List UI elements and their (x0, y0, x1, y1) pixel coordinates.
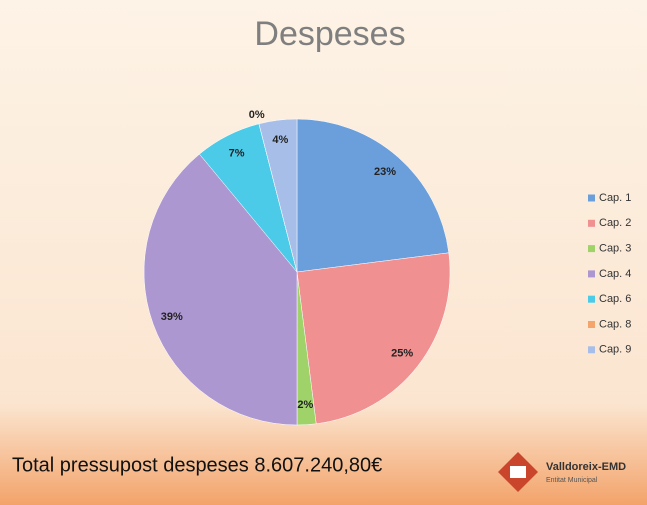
legend-label: Cap. 6 (599, 293, 631, 305)
legend-swatch (588, 194, 595, 202)
logo-name: Valldoreix-EMD (546, 461, 626, 473)
legend-swatch (588, 270, 595, 278)
data-label: 39% (161, 311, 183, 323)
legend-label: Cap. 9 (599, 344, 631, 356)
legend-label: Cap. 8 (599, 318, 631, 330)
chart-title: Despeses (254, 15, 405, 53)
legend-label: Cap. 4 (599, 268, 631, 280)
logo-subtitle: Entitat Municipal (546, 477, 598, 484)
legend-swatch (588, 295, 595, 303)
legend-swatch (588, 219, 595, 227)
data-label: 4% (272, 134, 288, 146)
pie-slice (296, 252, 451, 425)
data-label: 23% (374, 166, 396, 178)
legend-swatch (588, 346, 595, 354)
annotation: Total pressupost despeses 8.607.240,80€ (12, 454, 382, 476)
pie-slice (296, 118, 450, 273)
data-label: 2% (297, 399, 313, 411)
pie-slice (143, 153, 298, 426)
data-label: 25% (391, 347, 413, 359)
data-label: 7% (229, 147, 245, 159)
legend-swatch (588, 245, 595, 253)
legend-label: Cap. 1 (599, 192, 631, 204)
legend-label: Cap. 2 (599, 217, 631, 229)
legend-swatch (588, 321, 595, 328)
data-label: 0% (249, 109, 265, 121)
pie-slice (258, 118, 298, 273)
legend-label: Cap. 3 (599, 243, 631, 255)
logo-icon (498, 452, 538, 492)
